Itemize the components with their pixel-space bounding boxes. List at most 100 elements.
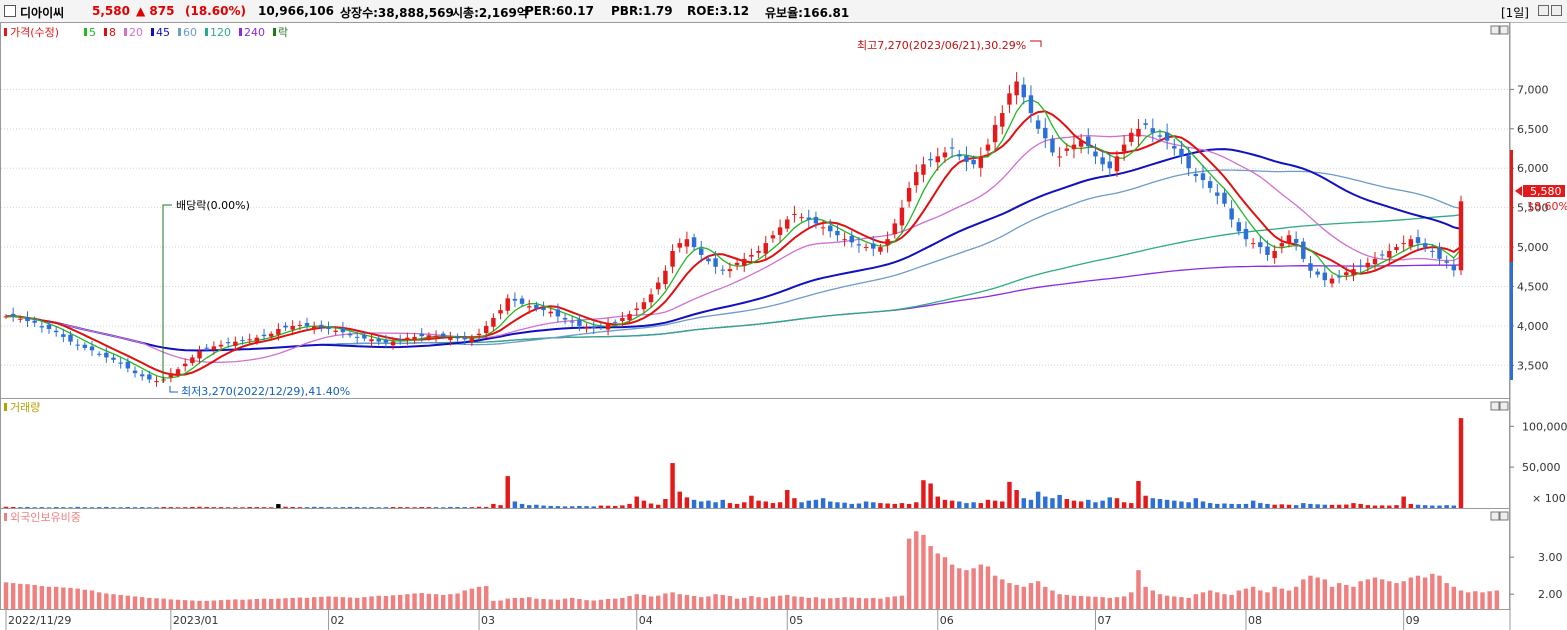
foreign-ratio-bar (1344, 584, 1349, 609)
foreign-ratio-bar (505, 598, 510, 609)
volume-bar (928, 483, 933, 508)
foreign-ratio-bar (290, 597, 295, 609)
candle-body (1050, 138, 1055, 153)
foreign-ratio-bar (842, 597, 847, 609)
foreign-ratio-bar (1358, 581, 1363, 609)
candle-body (247, 339, 252, 341)
candle-body (684, 239, 690, 247)
foreign-ratio-bar (656, 595, 661, 609)
candle-body (426, 335, 432, 338)
ma-legend-45: 45 (156, 26, 170, 39)
ma-legend-240: 240 (244, 26, 265, 39)
candle-body (311, 326, 317, 330)
candle-body (605, 324, 611, 330)
volume-bar (1121, 502, 1127, 508)
candle-body (1000, 113, 1005, 127)
stock-chart[interactable]: 7,000 6,500 6,000 5,500 5,000 4,500 4,000 3,500… (0, 22, 1567, 630)
volume-bar (32, 507, 37, 508)
foreign-ratio-bar (1136, 570, 1141, 609)
ma-legend-20: 20 (129, 26, 143, 39)
volume-bar (376, 507, 381, 508)
volume-bar (777, 502, 783, 508)
volume-bar (1114, 498, 1120, 508)
candle-body (233, 341, 238, 346)
panel-minimize-icon[interactable] (1490, 25, 1500, 35)
foreign-ratio-bar (1272, 586, 1277, 609)
volume-tick-label: 100,000 (1522, 420, 1567, 433)
volume-bar (627, 503, 632, 508)
volume-close-icon[interactable] (1499, 401, 1509, 411)
candle-body (1437, 248, 1442, 259)
candle-body (519, 298, 525, 304)
foreign-ratio-bar (1043, 586, 1048, 609)
volume-bar (1107, 497, 1113, 508)
volume-bar (319, 506, 324, 508)
foreign-ratio-bar (1207, 590, 1213, 609)
volume-bar (505, 476, 510, 508)
volume-bar (813, 499, 819, 508)
candle-body (763, 243, 768, 254)
candle-body (82, 344, 88, 348)
roe-value: ROE:3.12 (687, 4, 750, 18)
candle-body (1379, 254, 1385, 256)
candle-body (806, 217, 811, 220)
volume-bar (749, 495, 754, 508)
volume-bar (656, 504, 661, 508)
foreign-ratio-bar (785, 594, 790, 609)
volume-minimize-icon[interactable] (1490, 401, 1500, 411)
foreign-close-icon[interactable] (1499, 511, 1509, 521)
volume-bar (132, 507, 138, 508)
volume-bar (1007, 481, 1012, 508)
close-icon[interactable] (1551, 5, 1562, 16)
foreign-ratio-bar (276, 598, 281, 609)
candle-body (1150, 128, 1156, 133)
period-selector[interactable]: [1일] (1500, 6, 1529, 20)
candle-body (1293, 238, 1299, 244)
candle-body (268, 333, 274, 337)
candle-body (448, 337, 453, 340)
volume-bar (89, 507, 95, 508)
candle-body (699, 248, 704, 255)
volume-bar (584, 506, 589, 508)
foreign-ratio-bar (527, 597, 532, 609)
volume-bar (570, 506, 575, 508)
volume-unit-label: × 100 (1532, 492, 1566, 505)
volume-bar (1000, 501, 1005, 508)
select-checkbox[interactable] (4, 5, 16, 17)
volume-bar (218, 507, 224, 508)
candle-body (433, 336, 439, 338)
volume-bar (283, 506, 288, 508)
current-price-label: 5,580 (1530, 185, 1562, 198)
foreign-ratio-bar (111, 594, 116, 609)
candle-body (240, 340, 245, 342)
candle-body (347, 333, 353, 336)
volume-bar (104, 506, 109, 508)
candle-body (871, 243, 876, 249)
volume-bar (1351, 503, 1356, 508)
volume-bar (828, 501, 833, 508)
candle-body (885, 239, 890, 246)
foreign-ratio-bar (534, 598, 539, 609)
candle-body (211, 346, 217, 350)
candle-body (190, 357, 195, 364)
foreign-ratio-bar (1372, 577, 1378, 609)
volume-bar (1344, 504, 1349, 508)
foreign-ratio-bar (720, 594, 725, 609)
candle-body (949, 147, 955, 149)
candle-body (333, 330, 338, 332)
foreign-ratio-bar (727, 596, 733, 609)
panel-close-icon[interactable] (1499, 25, 1509, 35)
foreign-ratio-bar (118, 594, 123, 609)
foreign-minimize-icon[interactable] (1490, 511, 1500, 521)
foreign-ratio-bar (1487, 591, 1492, 609)
candle-body (1451, 265, 1457, 271)
candle-body (369, 339, 374, 342)
candle-body (1129, 132, 1134, 142)
maximize-icon[interactable] (1538, 5, 1549, 16)
foreign-ratio-bar (763, 597, 768, 609)
foreign-ratio-bar (1100, 597, 1105, 609)
volume-bar (519, 503, 525, 508)
volume-bar (1078, 501, 1084, 508)
foreign-legend: 외국인보유비중 (4, 511, 81, 524)
candle-body (706, 258, 711, 262)
